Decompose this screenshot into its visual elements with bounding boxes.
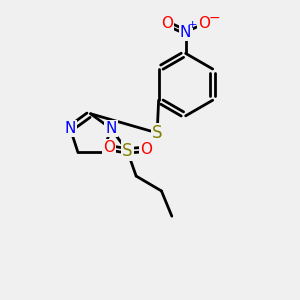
Text: O: O — [103, 140, 115, 155]
Text: S: S — [122, 142, 133, 160]
Text: S: S — [152, 124, 162, 142]
Text: O: O — [161, 16, 173, 31]
Text: N: N — [180, 25, 191, 40]
Text: −: − — [208, 11, 220, 25]
Text: N: N — [105, 121, 117, 136]
Text: +: + — [188, 20, 197, 30]
Text: O: O — [141, 142, 153, 157]
Text: N: N — [64, 121, 76, 136]
Text: O: O — [198, 16, 210, 31]
